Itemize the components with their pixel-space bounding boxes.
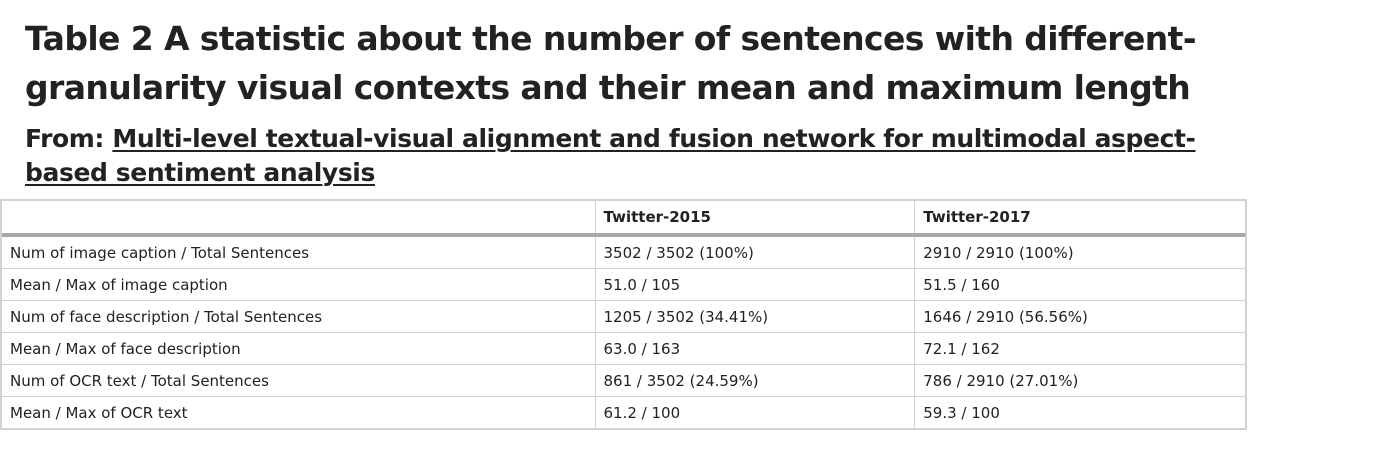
table-row: Num of image caption / Total Sentences 3… [2,235,1245,269]
table-row: Mean / Max of image caption 51.0 / 105 5… [2,268,1245,301]
cell-twitter-2017: 59.3 / 100 [923,403,1000,422]
row-label: Num of face description / Total Sentence… [2,300,596,333]
table-row: Mean / Max of face description 63.0 / 16… [2,332,1245,365]
source-line: From: Multi-level textual-visual alignme… [25,122,1265,190]
cell-twitter-2017: 1646 / 2910 (56.56%) [914,300,1245,333]
cell-twitter-2015: 861 / 3502 (24.59%) [595,364,916,397]
row-label: Num of image caption / Total Sentences [2,235,596,269]
cell-twitter-2017: 72.1 / 162 [914,332,1245,365]
cell-twitter-2017: 786 / 2910 (27.01%) [914,364,1245,397]
source-article-link[interactable]: Multi-level textual-visual alignment and… [25,124,1196,187]
row-label: Mean / Max of face description [2,332,596,365]
header-cell-empty [2,201,596,237]
table-header-row: Twitter-2015 Twitter-2017 [2,201,1245,237]
header-cell-twitter-2015: Twitter-2015 [595,201,916,237]
cell-twitter-2015: 63.0 / 163 [595,332,916,365]
header-cell-twitter-2017: Twitter-2017 [914,201,1245,237]
cell-twitter-2017: 51.5 / 160 [914,268,1245,301]
row-label: Mean / Max of image caption [2,268,596,301]
statistics-table-container: Twitter-2015 Twitter-2017 Num of image c… [0,199,1247,430]
cell-twitter-2015: 3502 / 3502 (100%) [595,235,916,269]
table-title: Table 2 A statistic about the number of … [25,19,1197,107]
statistics-table: Twitter-2015 Twitter-2017 Num of image c… [2,201,1245,428]
page: Table 2 A statistic about the number of … [25,14,1325,190]
table-row: Num of face description / Total Sentence… [2,300,1245,333]
cell-twitter-2015: 1205 / 3502 (34.41%) [595,300,916,333]
cell-twitter-2015: 61.2 / 100 [595,396,916,428]
cell-twitter-2015: 51.0 / 105 [595,268,916,301]
from-label: From: [25,124,105,153]
table-row: Mean / Max of OCR text 61.2 / 100 59.3 /… [2,396,1245,428]
row-label: Mean / Max of OCR text [2,396,596,428]
table-row: Num of OCR text / Total Sentences 861 / … [2,364,1245,397]
row-label: Num of OCR text / Total Sentences [2,364,596,397]
cell-twitter-2017: 2910 / 2910 (100%) [914,235,1245,269]
